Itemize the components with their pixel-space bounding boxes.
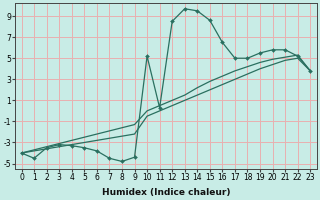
X-axis label: Humidex (Indice chaleur): Humidex (Indice chaleur) <box>102 188 230 197</box>
